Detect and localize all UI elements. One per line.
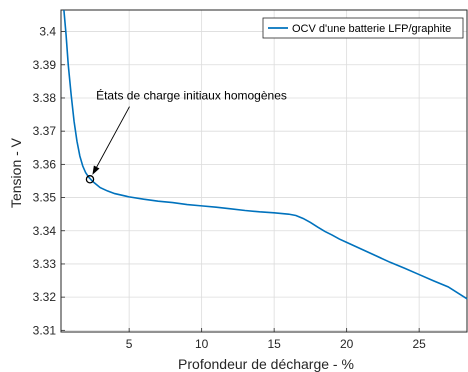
y-tick-label: 3.35: [33, 191, 57, 205]
annotation-marker: [85, 175, 95, 184]
series-layer: [63, 9, 468, 300]
legend: OCV d'une batterie LFP/graphite: [262, 17, 464, 39]
legend-entry-label: OCV d'une batterie LFP/graphite: [292, 23, 451, 35]
annotation-text: États de charge initiaux homogènes: [96, 88, 287, 103]
series-line-ocv: [63, 9, 468, 300]
x-axis-label: Profondeur de décharge - %: [178, 356, 354, 372]
annotation: États de charge initiaux homogènes: [85, 88, 287, 184]
y-tick-label: 3.32: [33, 290, 57, 304]
annotation-arrow-head: [92, 165, 100, 175]
annotation-arrow: [96, 106, 130, 168]
legend-box: [262, 17, 464, 39]
x-tick-label: 20: [340, 337, 354, 351]
y-tick-label: 3.37: [33, 124, 57, 138]
y-tick-label: 3.33: [33, 257, 57, 271]
grid-lines: [61, 10, 467, 332]
y-tick-label: 3.4: [39, 25, 56, 39]
x-tick-label: 5: [126, 337, 133, 351]
y-tick-label: 3.38: [33, 91, 57, 105]
plot-area-frame: [60, 9, 468, 333]
y-tick-label: 3.36: [33, 157, 57, 171]
y-tick-label: 3.39: [33, 58, 57, 72]
x-tick-label: 10: [195, 337, 209, 351]
x-tick-label: 25: [412, 337, 426, 351]
y-tick-label: 3.34: [33, 224, 57, 238]
y-tick-label: 3.31: [33, 323, 57, 337]
y-axis-label: Tension - V: [8, 137, 24, 208]
x-tick-label: 15: [267, 337, 281, 351]
y-tick-labels: 3.31 3.32 3.33 3.34 3.35 3.36 3.37 3.38 3.39 3.4: [33, 25, 65, 337]
x-tick-labels: 5 10 15 20 25: [126, 328, 426, 351]
